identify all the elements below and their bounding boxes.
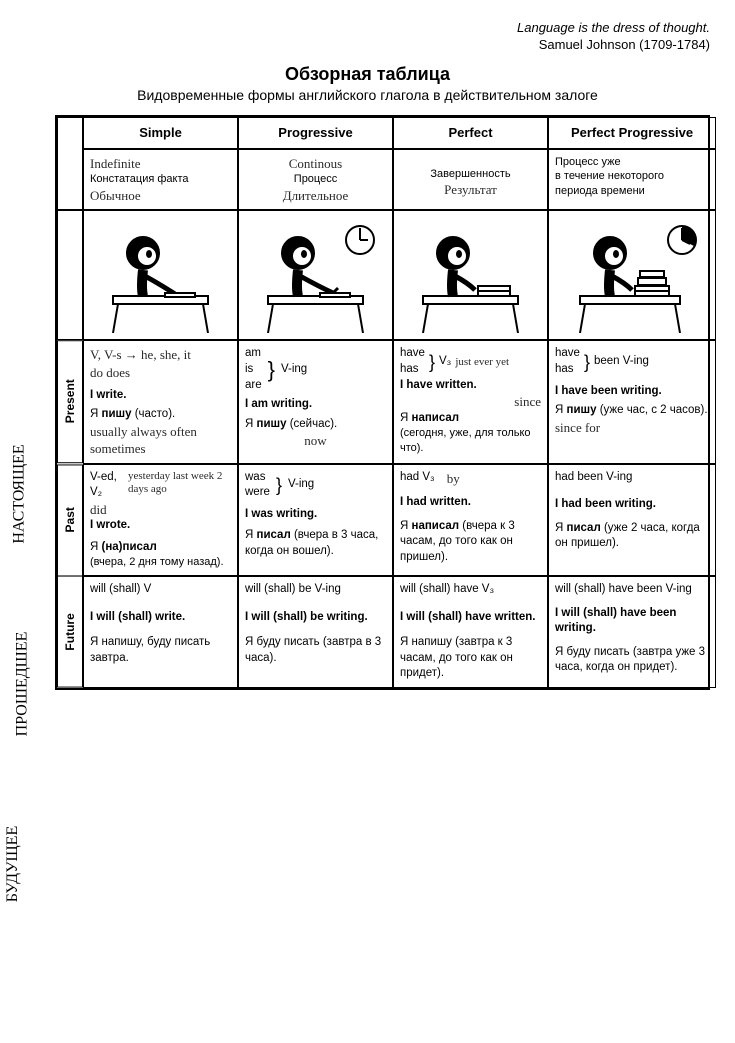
- future-progressive: will (shall) be V-ing I will (shall) be …: [238, 576, 393, 688]
- present-simple: V, V-s → he, she, it do does I write. Я …: [83, 340, 238, 463]
- img-row-corner: [57, 210, 83, 340]
- illustration-perfect: [393, 210, 548, 340]
- illustration-progressive: [238, 210, 393, 340]
- epigraph-author: Samuel Johnson (1709-1784): [25, 37, 710, 52]
- page-subtitle: Видовременные формы английского глагола …: [25, 87, 710, 103]
- corner-cell: [57, 117, 83, 210]
- future-perfect: will (shall) have V₃ I will (shall) have…: [393, 576, 548, 688]
- past-simple: V-ed, V₂ did yesterday last week 2 days …: [83, 464, 238, 576]
- desc-progressive: Continous Процесс Длительное: [238, 149, 393, 211]
- tense-table: Simple Progressive Perfect Perfect Progr…: [55, 115, 710, 690]
- page-title: Обзорная таблица: [25, 64, 710, 85]
- side-label-future: БУДУЩЕЕ: [4, 826, 22, 902]
- side-label-past: ПРОШЕДШЕЕ: [13, 632, 31, 737]
- col-progressive: Progressive: [238, 117, 393, 149]
- row-future: Future: [57, 576, 83, 688]
- future-simple: will (shall) V I will (shall) write. Я н…: [83, 576, 238, 688]
- col-perfect-progressive: Perfect Progressive: [548, 117, 716, 149]
- future-perfect-progressive: will (shall) have been V-ing I will (sha…: [548, 576, 716, 688]
- illustration-perfect-progressive: [548, 210, 716, 340]
- present-perfect: havehas } V₃ just ever yet I have writte…: [393, 340, 548, 463]
- side-label-present: НАСТОЯЩЕЕ: [11, 444, 29, 543]
- col-perfect: Perfect: [393, 117, 548, 149]
- epigraph-quote: Language is the dress of thought.: [25, 20, 710, 35]
- illustration-simple: [83, 210, 238, 340]
- past-progressive: waswere } V-ing I was writing. Я писал (…: [238, 464, 393, 576]
- row-present: Present: [57, 340, 83, 463]
- desc-perfect-progressive: Процесс уже в течение некоторого периода…: [548, 149, 716, 211]
- col-simple: Simple: [83, 117, 238, 149]
- row-past: Past: [57, 464, 83, 576]
- desc-simple: Indefinite Констатация факта Обычное: [83, 149, 238, 211]
- past-perfect-progressive: had been V-ing I had been writing. Я пис…: [548, 464, 716, 576]
- present-perfect-progressive: havehas } been V-ing I have been writing…: [548, 340, 716, 463]
- desc-perfect: Завершенность Результат: [393, 149, 548, 211]
- present-progressive: amisare } V-ing I am writing. Я пишу (се…: [238, 340, 393, 463]
- past-perfect: had V₃ by I had written. Я написал (вчер…: [393, 464, 548, 576]
